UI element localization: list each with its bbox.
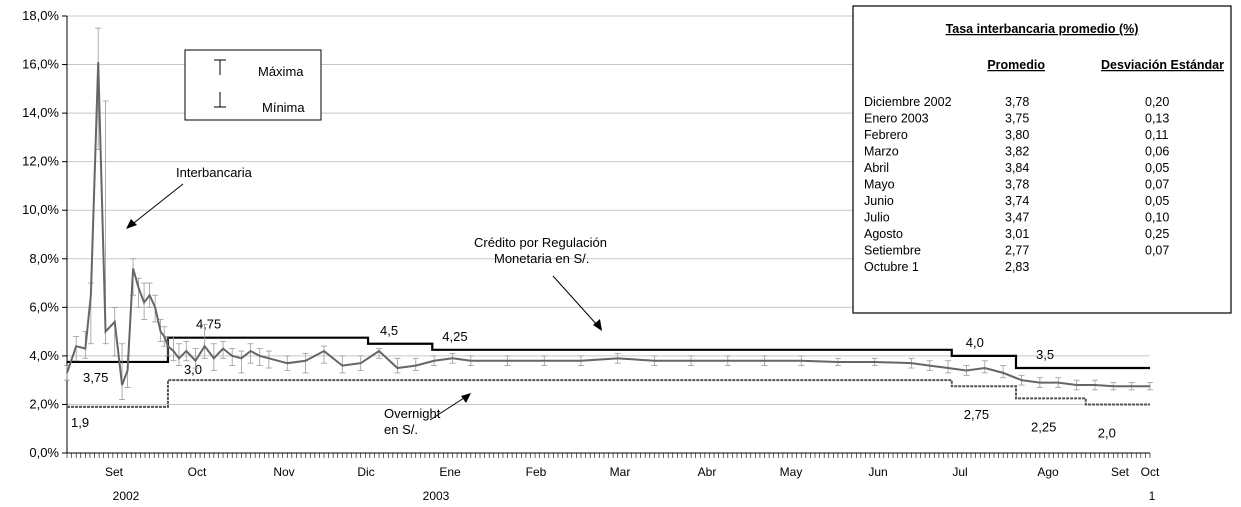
summary-row-month: Setiembre: [864, 244, 921, 258]
summary-row-promedio: 2,83: [1005, 260, 1029, 274]
x-month-label: Set: [1111, 465, 1130, 479]
summary-row-month: Abril: [864, 161, 889, 175]
summary-row-desviacion: 0,06: [1145, 145, 1169, 159]
summary-col-promedio: Promedio: [987, 58, 1045, 72]
x-month-label: Ago: [1037, 465, 1059, 479]
y-tick-label: 18,0%: [22, 8, 59, 23]
annotation-overnight-line2: en S/.: [384, 422, 418, 437]
step-level-label: 4,5: [380, 323, 398, 338]
summary-row-desviacion: 0,11: [1145, 128, 1168, 142]
step-level-label: 2,0: [1098, 425, 1116, 440]
summary-row-month: Julio: [864, 211, 890, 225]
summary-row-desviacion: 0,20: [1145, 95, 1169, 109]
summary-col-desviacion: Desviación Estándar: [1101, 58, 1224, 72]
annotation-interbancaria: Interbancaria: [176, 165, 253, 180]
step-level-label: 2,25: [1031, 419, 1056, 434]
summary-row-month: Febrero: [864, 128, 908, 142]
y-tick-label: 12,0%: [22, 154, 59, 169]
summary-row-promedio: 3,78: [1005, 95, 1029, 109]
x-month-label: Mar: [610, 465, 631, 479]
x-month-label: Set: [105, 465, 124, 479]
y-tick-label: 6,0%: [29, 299, 59, 314]
summary-row-month: Agosto: [864, 227, 903, 241]
summary-table: Tasa interbancaria promedio (%) Promedio…: [853, 6, 1231, 313]
x-month-label: Jun: [868, 465, 887, 479]
y-tick-label: 0,0%: [29, 445, 59, 460]
summary-row-month: Octubre 1: [864, 260, 919, 274]
step-level-label: 2,75: [964, 407, 989, 422]
annotation-credito-line1: Crédito por Regulación: [474, 235, 607, 250]
summary-row-promedio: 3,84: [1005, 161, 1029, 175]
summary-row-month: Junio: [864, 194, 894, 208]
summary-row-month: Marzo: [864, 145, 899, 159]
y-tick-label: 4,0%: [29, 348, 59, 363]
x-month-label: May: [780, 465, 803, 479]
summary-row-promedio: 3,74: [1005, 194, 1029, 208]
y-tick-label: 10,0%: [22, 202, 59, 217]
summary-row-month: Diciembre 2002: [864, 95, 952, 109]
y-tick-label: 16,0%: [22, 57, 59, 72]
step-level-label: 3,75: [83, 370, 108, 385]
x-year-label: 1: [1149, 489, 1156, 503]
summary-row-promedio: 3,80: [1005, 128, 1029, 142]
summary-row-promedio: 2,77: [1005, 244, 1029, 258]
step-level-label: 4,25: [442, 329, 467, 344]
x-month-label: Dic: [357, 465, 374, 479]
x-year-label: 2002: [113, 489, 140, 503]
y-tick-label: 2,0%: [29, 396, 59, 411]
y-tick-label: 14,0%: [22, 105, 59, 120]
step-level-label: 3,5: [1036, 347, 1054, 362]
summary-row-desviacion: 0,10: [1145, 211, 1169, 225]
summary-row-desviacion: 0,05: [1145, 161, 1169, 175]
x-year-label: 2003: [423, 489, 450, 503]
x-month-label: Nov: [273, 465, 294, 479]
summary-row-promedio: 3,47: [1005, 211, 1029, 225]
x-month-label: Ene: [439, 465, 461, 479]
summary-table-title: Tasa interbancaria promedio (%): [946, 22, 1139, 36]
summary-row-month: Enero 2003: [864, 112, 929, 126]
summary-row-desviacion: 0,25: [1145, 227, 1169, 241]
legend-min-label: Mínima: [262, 100, 305, 115]
summary-row-promedio: 3,75: [1005, 112, 1029, 126]
annotation-credito-line2: Monetaria en S/.: [494, 251, 589, 266]
step-level-label: 4,0: [966, 335, 984, 350]
summary-row-month: Mayo: [864, 178, 895, 192]
summary-row-desviacion: 0,05: [1145, 194, 1169, 208]
step-level-label: 1,9: [71, 415, 89, 430]
step-level-label: 3,0: [184, 362, 202, 377]
x-month-label: Oct: [188, 465, 207, 479]
summary-row-desviacion: 0,13: [1145, 112, 1169, 126]
summary-row-promedio: 3,78: [1005, 178, 1029, 192]
summary-row-desviacion: 0,07: [1145, 244, 1169, 258]
summary-row-promedio: 3,82: [1005, 145, 1029, 159]
x-month-label: Feb: [526, 465, 547, 479]
legend: Máxima Mínima: [185, 50, 321, 120]
step-level-label: 4,75: [196, 317, 221, 332]
y-tick-label: 8,0%: [29, 251, 59, 266]
x-month-label: Abr: [698, 465, 717, 479]
summary-row-desviacion: 0,07: [1145, 178, 1169, 192]
legend-max-label: Máxima: [258, 64, 304, 79]
x-month-label: Oct: [1141, 465, 1160, 479]
x-month-label: Jul: [952, 465, 967, 479]
summary-row-promedio: 3,01: [1005, 227, 1029, 241]
